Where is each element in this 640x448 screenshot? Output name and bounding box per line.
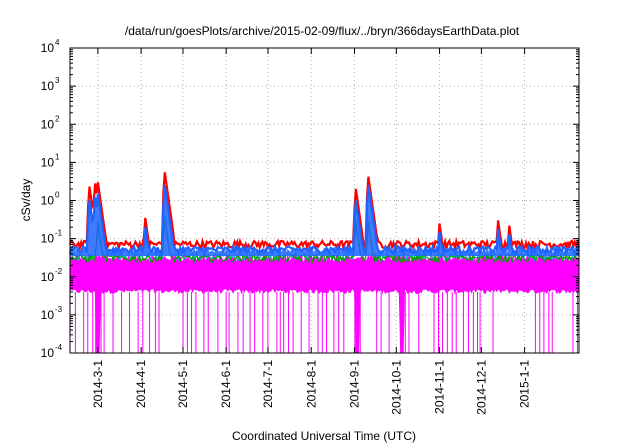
y-tick-exponent: 2 — [55, 114, 60, 123]
series-fill — [70, 185, 579, 256]
y-tick-label: 10 — [41, 270, 55, 284]
x-axis-label: Coordinated Universal Time (UTC) — [232, 429, 416, 443]
x-tick-label: 2014-11-1 — [433, 360, 447, 414]
x-tick-label: 2014-9-1 — [347, 360, 361, 408]
y-tick-label: 10 — [41, 117, 55, 131]
y-tick-exponent: -1 — [55, 229, 63, 238]
grid-layer — [70, 47, 579, 354]
y-axis-label: cSv/day — [19, 179, 33, 222]
data-layer — [68, 172, 581, 354]
y-tick-exponent: 4 — [55, 38, 60, 47]
x-tick-label: 2015-1-1 — [518, 360, 532, 408]
y-tick-exponent: -2 — [55, 267, 63, 276]
x-tick-label: 2014-3-1 — [91, 360, 105, 408]
y-tick-exponent: -4 — [55, 343, 63, 352]
series-line — [69, 172, 581, 253]
x-tick-label: 2014-8-1 — [304, 360, 318, 408]
y-tick-label: 10 — [41, 79, 55, 93]
y-tick-label: 10 — [41, 346, 55, 360]
x-axis: 2014-3-1 2014-4-1 2014-5-1 2014-6-1 2014-7-1… — [91, 48, 532, 415]
chart-title: /data/run/goesPlots/archive/2015-02-09/f… — [125, 24, 520, 38]
x-tick-label: 2014-6-1 — [219, 360, 233, 408]
y-tick-label: 10 — [41, 194, 55, 208]
y-tick-exponent: 3 — [55, 76, 60, 85]
series-line — [69, 220, 580, 265]
y-tick-label: 10 — [41, 41, 55, 55]
x-tick-label: 2014-4-1 — [134, 360, 148, 408]
y-tick-label: 10 — [41, 308, 55, 322]
series-band — [69, 253, 580, 354]
y-tick-label: 10 — [41, 232, 55, 246]
y-tick-exponent: 0 — [55, 191, 60, 200]
y-tick-label: 10 — [41, 155, 55, 169]
x-tick-label: 2014-10-1 — [389, 360, 403, 415]
x-tick-label: 2014-7-1 — [261, 360, 275, 408]
x-tick-label: 2014-5-1 — [176, 360, 190, 408]
y-tick-exponent: -3 — [55, 305, 63, 314]
y-tick-exponent: 1 — [55, 152, 60, 161]
x-tick-label: 2014-12-1 — [474, 360, 488, 415]
